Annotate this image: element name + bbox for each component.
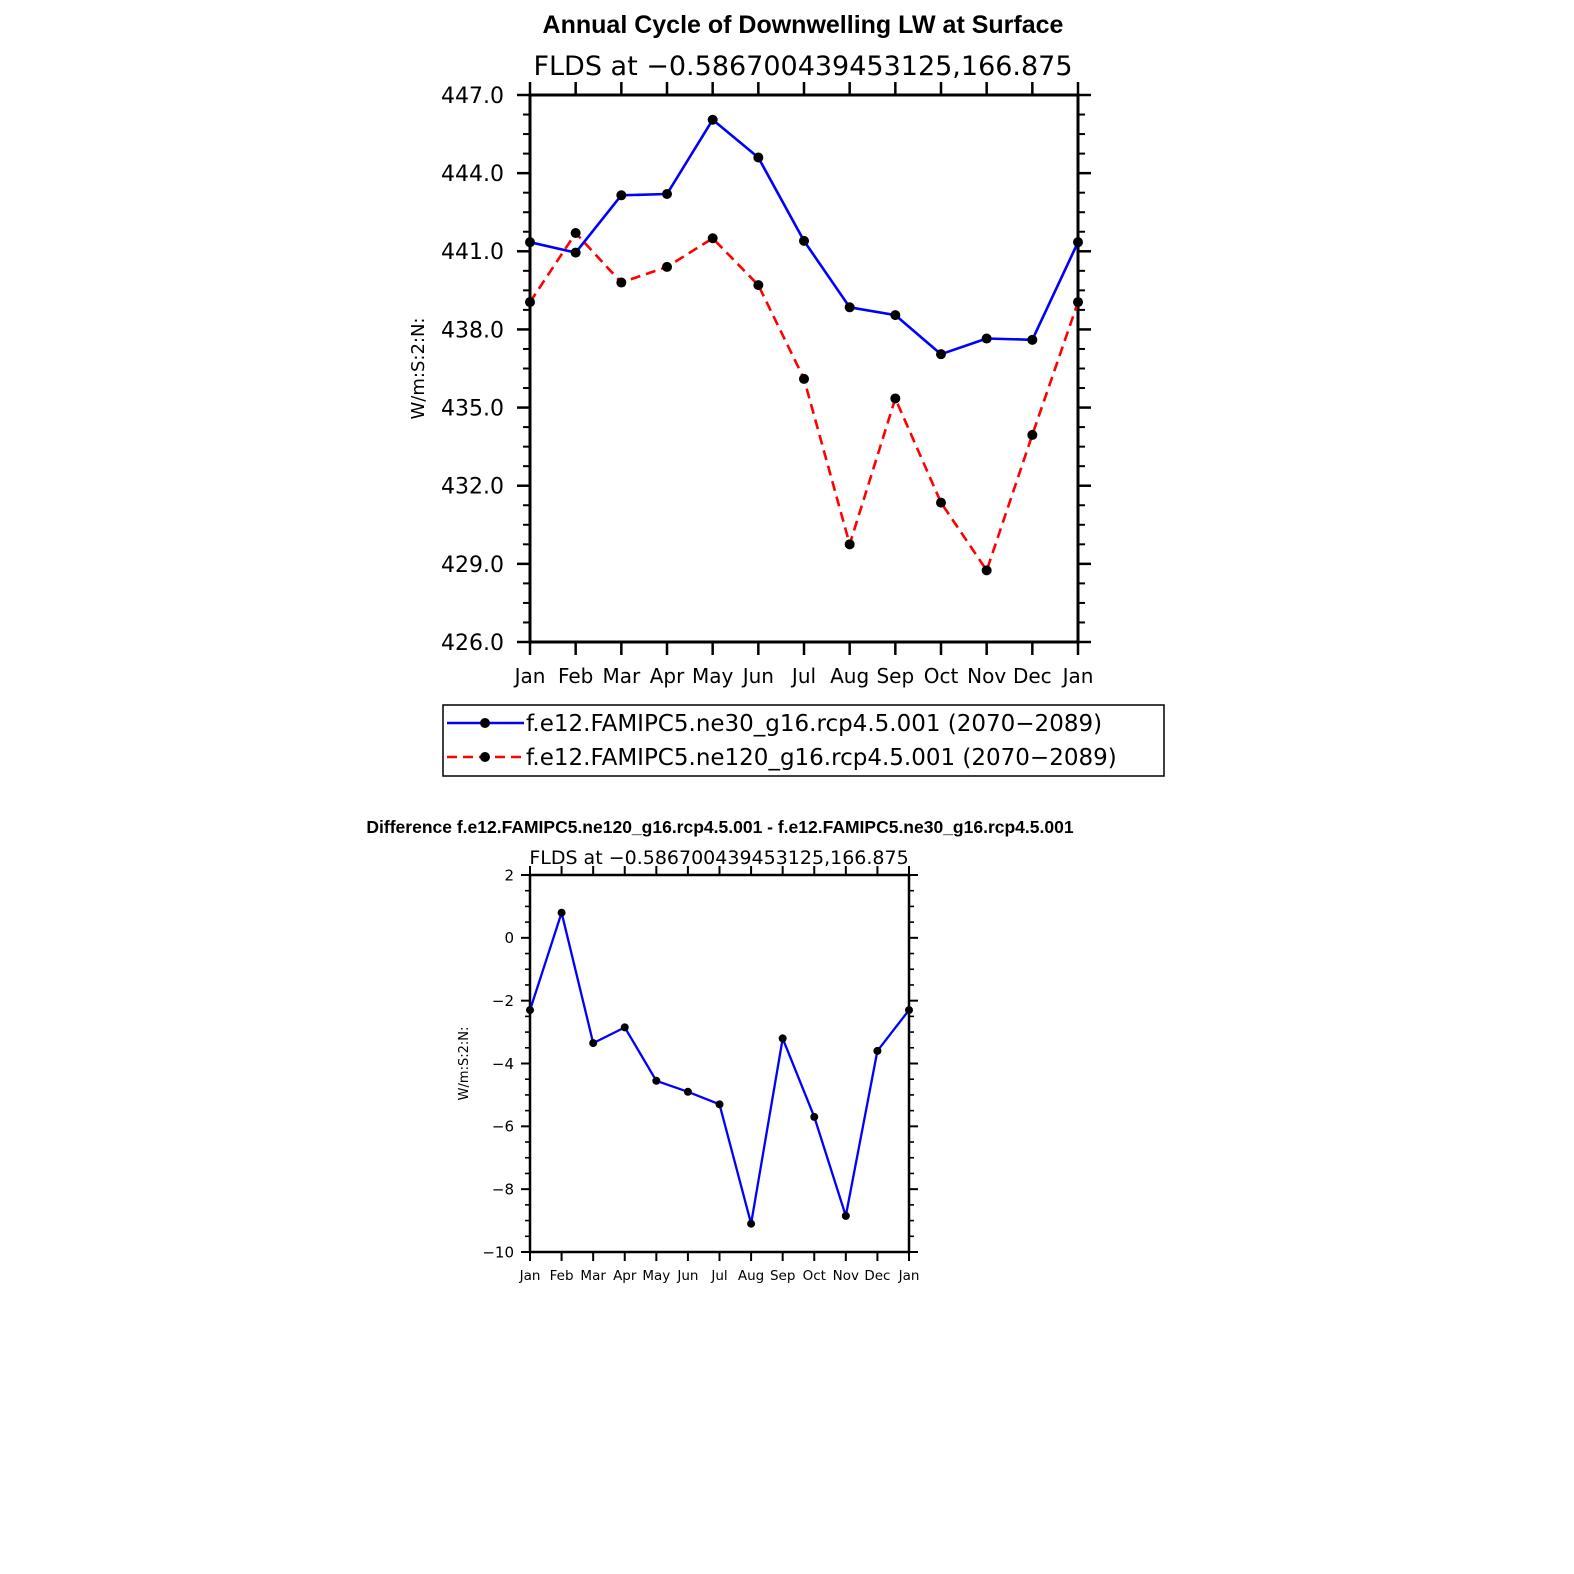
x-tick-label: Dec — [864, 1268, 890, 1284]
x-tick-label: Jul — [790, 664, 816, 688]
data-point — [570, 247, 581, 258]
y-tick-label: −10 — [482, 1243, 514, 1261]
x-tick-label: Jul — [710, 1268, 727, 1284]
y-tick-label: −8 — [492, 1181, 514, 1199]
y-tick-label: 441.0 — [441, 240, 504, 265]
legend-label: f.e12.FAMIPC5.ne30_g16.rcp4.5.001 (2070−… — [526, 711, 1102, 737]
x-tick-label: Feb — [550, 1268, 574, 1284]
data-point — [616, 190, 627, 201]
data-point — [662, 188, 672, 199]
x-tick-label: Jan — [519, 1268, 541, 1284]
x-tick-label: Jun — [676, 1268, 698, 1284]
x-tick-label: Jan — [898, 1268, 920, 1284]
x-tick-label: Aug — [738, 1268, 764, 1284]
y-tick-label: −4 — [492, 1055, 514, 1073]
x-tick-label: Apr — [613, 1268, 637, 1284]
data-point — [936, 497, 946, 508]
x-tick-label: Nov — [833, 1268, 859, 1284]
y-tick-label: 432.0 — [441, 475, 504, 500]
data-point — [799, 373, 809, 384]
data-point — [844, 539, 855, 550]
y-tick-label: 429.0 — [441, 553, 504, 578]
data-point — [890, 393, 901, 404]
data-point — [715, 1100, 724, 1109]
chart-title: Annual Cycle of Downwelling LW at Surfac… — [543, 11, 1064, 39]
data-point — [525, 297, 535, 308]
data-point — [526, 1006, 534, 1015]
y-tick-label: 0 — [504, 929, 514, 947]
y-axis-label: W/m:S:2:N: — [457, 1027, 472, 1101]
y-tick-label: −2 — [492, 992, 514, 1010]
chart-subtitle: FLDS at −0.586700439453125,166.875 — [533, 51, 1072, 82]
x-tick-label: Sep — [876, 664, 914, 688]
data-point — [662, 261, 672, 272]
x-tick-label: Jan — [513, 664, 546, 688]
data-point — [707, 114, 718, 125]
x-tick-label: Mar — [602, 664, 641, 688]
data-point — [810, 1112, 819, 1121]
legend: f.e12.FAMIPC5.ne30_g16.rcp4.5.001 (2070−… — [442, 704, 1165, 777]
chart-title: Difference f.e12.FAMIPC5.ne120_g16.rcp4.… — [366, 817, 1073, 837]
y-tick-label: −6 — [492, 1118, 514, 1136]
data-point — [652, 1076, 661, 1085]
data-point — [707, 233, 718, 244]
data-point — [589, 1039, 598, 1048]
chart-subtitle: FLDS at −0.586700439453125,166.875 — [529, 847, 908, 869]
x-tick-label: Sep — [770, 1268, 795, 1284]
x-tick-label: Apr — [650, 664, 685, 688]
data-point — [778, 1034, 787, 1043]
data-point — [753, 280, 764, 291]
x-tick-label: Dec — [1013, 664, 1052, 688]
legend-marker — [480, 718, 490, 728]
data-point — [747, 1219, 756, 1228]
data-point — [525, 237, 535, 248]
x-tick-label: Feb — [558, 664, 593, 688]
x-tick-label: Jun — [741, 664, 774, 688]
x-tick-label: May — [692, 664, 734, 688]
y-tick-label: 2 — [504, 866, 514, 884]
legend-label: f.e12.FAMIPC5.ne120_g16.rcp4.5.001 (2070… — [526, 745, 1117, 771]
data-point — [753, 152, 764, 163]
y-tick-label: 435.0 — [441, 396, 504, 421]
data-point — [620, 1023, 629, 1032]
data-point — [1027, 334, 1038, 345]
y-tick-label: 447.0 — [441, 84, 504, 109]
y-axis-label: W/m:S:2:N: — [408, 318, 429, 420]
data-point — [799, 235, 809, 246]
x-tick-label: Aug — [830, 664, 869, 688]
data-point — [1073, 237, 1083, 248]
difference-chart: Difference f.e12.FAMIPC5.ne120_g16.rcp4.… — [366, 817, 1073, 1284]
data-point — [981, 565, 992, 576]
data-point — [616, 277, 627, 288]
annual-cycle-chart: Annual Cycle of Downwelling LW at Surfac… — [408, 11, 1165, 777]
x-tick-label: Nov — [967, 664, 1006, 688]
data-point — [1073, 297, 1083, 308]
legend-box — [442, 704, 1165, 777]
data-point — [890, 310, 901, 321]
y-tick-label: 426.0 — [441, 631, 504, 656]
x-tick-label: May — [642, 1268, 670, 1284]
data-point — [570, 228, 581, 239]
x-tick-label: Oct — [924, 664, 959, 688]
y-tick-label: 444.0 — [441, 162, 504, 187]
data-point — [841, 1211, 850, 1220]
x-tick-label: Mar — [580, 1268, 606, 1284]
data-point — [905, 1006, 913, 1015]
data-point — [844, 302, 855, 313]
data-point — [936, 349, 946, 360]
legend-marker — [480, 752, 490, 762]
data-point — [873, 1046, 882, 1055]
y-tick-label: 438.0 — [441, 318, 504, 343]
x-tick-label: Jan — [1061, 664, 1094, 688]
data-point — [1027, 429, 1038, 440]
data-point — [981, 333, 992, 344]
data-point — [683, 1087, 692, 1096]
data-point — [557, 908, 566, 917]
x-tick-label: Oct — [803, 1268, 826, 1284]
